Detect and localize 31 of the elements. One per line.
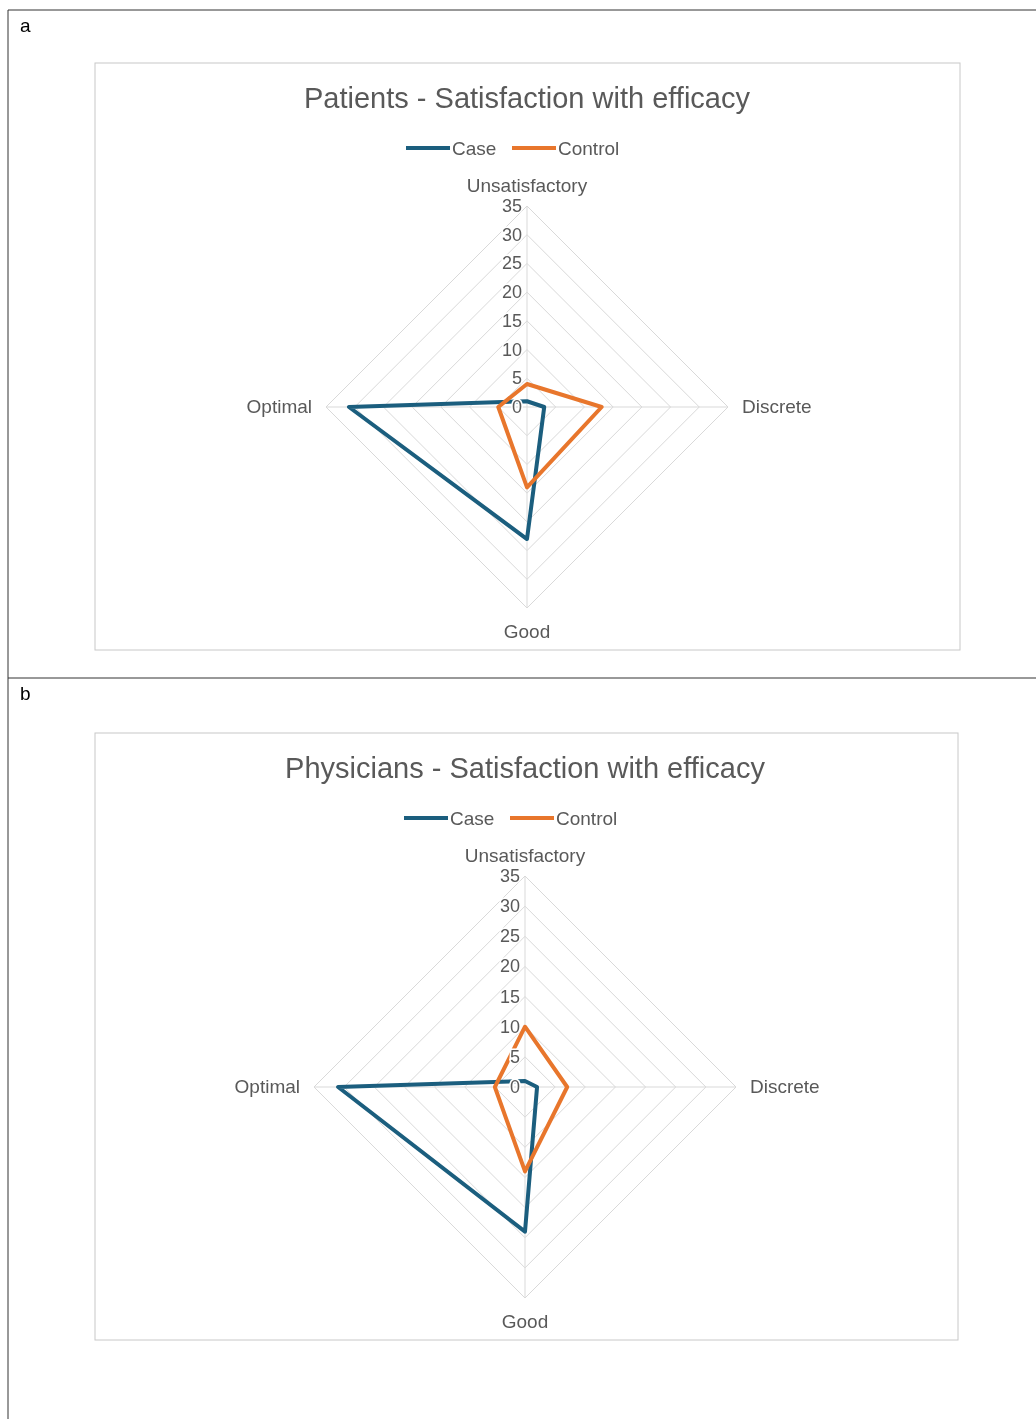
y-tick-label: 5 (511, 368, 522, 389)
y-tick-label: 35 (499, 866, 520, 886)
spoke-label: Good (503, 621, 551, 642)
legend-label: Control (558, 138, 620, 159)
y-tick-label: 5 (509, 1046, 520, 1067)
y-tick-label: 35 (501, 196, 522, 216)
chart-title: Patients - Satisfaction with efficacy (304, 82, 751, 114)
spoke-label: Discrete (750, 1076, 820, 1097)
y-tick-label: 30 (499, 896, 520, 917)
text: b (20, 683, 31, 704)
y-tick-label: 25 (499, 926, 520, 947)
legend-label: Case (452, 138, 497, 159)
legend-label: Case (450, 808, 495, 829)
y-tick-label: 15 (499, 986, 520, 1007)
y-tick-label: 20 (501, 282, 522, 303)
spoke-label: Good (501, 1311, 549, 1332)
spoke-label: Unsatisfactory (466, 175, 588, 196)
spoke-label: Unsatisfactory (464, 845, 586, 866)
y-tick-label: 10 (499, 1016, 520, 1037)
y-tick-label: 25 (501, 253, 522, 274)
spoke-label: Discrete (742, 396, 812, 417)
y-tick-label: 20 (499, 956, 520, 977)
y-tick-label: 15 (501, 310, 522, 331)
chart-title: Physicians - Satisfaction with efficacy (285, 752, 766, 784)
spoke-label: Optimal (234, 1076, 300, 1097)
spoke-label: Optimal (246, 396, 312, 417)
legend-label: Control (556, 808, 618, 829)
y-tick-label: 30 (501, 224, 522, 245)
text: a (20, 15, 31, 36)
y-tick-label: 0 (509, 1077, 520, 1097)
y-tick-label: 10 (501, 339, 522, 360)
